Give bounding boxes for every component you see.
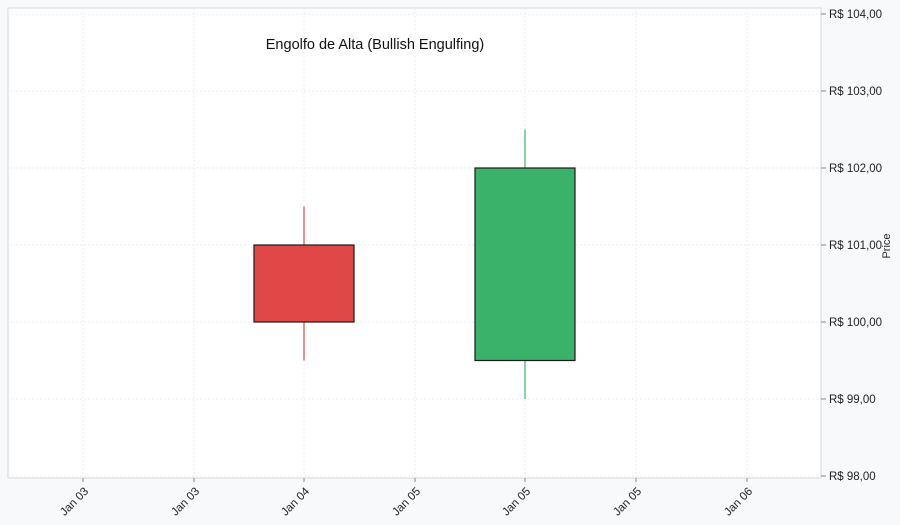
x-tick-label: Jan 06 — [722, 486, 755, 519]
gridlines — [8, 8, 821, 478]
y-tick-label: R$ 103,00 — [829, 86, 882, 98]
candle — [253, 206, 355, 361]
x-tick-label: Jan 03 — [58, 486, 91, 519]
plot-area — [7, 7, 822, 479]
x-tick-label: Jan 04 — [279, 485, 312, 518]
y-tick-label: R$ 98,00 — [829, 471, 876, 483]
x-axis: Jan 03 Jan 03 Jan 04 Jan 05 Jan 05 Jan 05 Jan … — [58, 478, 755, 519]
y-tick-label: R$ 101,00 — [829, 240, 882, 252]
y-tick-label: R$ 100,00 — [829, 317, 882, 329]
chart-title: Engolfo de Alta (Bullish Engulfing) — [266, 37, 484, 53]
candles — [253, 129, 576, 399]
x-tick-label: Jan 03 — [169, 486, 202, 519]
y-axis: R$ 98,00 R$ 99,00 R$ 100,00 R$ 101,00 R$ 102… — [821, 9, 882, 483]
y-axis-title: Price — [881, 233, 893, 258]
y-tick-label: R$ 102,00 — [829, 163, 882, 175]
candle-body — [474, 167, 576, 362]
x-tick-label: Jan 05 — [390, 486, 423, 519]
x-tick-label: Jan 05 — [611, 486, 644, 519]
candle — [474, 129, 576, 399]
y-tick-label: R$ 104,00 — [829, 9, 882, 21]
y-tick-label: R$ 99,00 — [829, 394, 876, 406]
candle-body — [253, 244, 355, 323]
x-tick-label: Jan 05 — [500, 486, 533, 519]
